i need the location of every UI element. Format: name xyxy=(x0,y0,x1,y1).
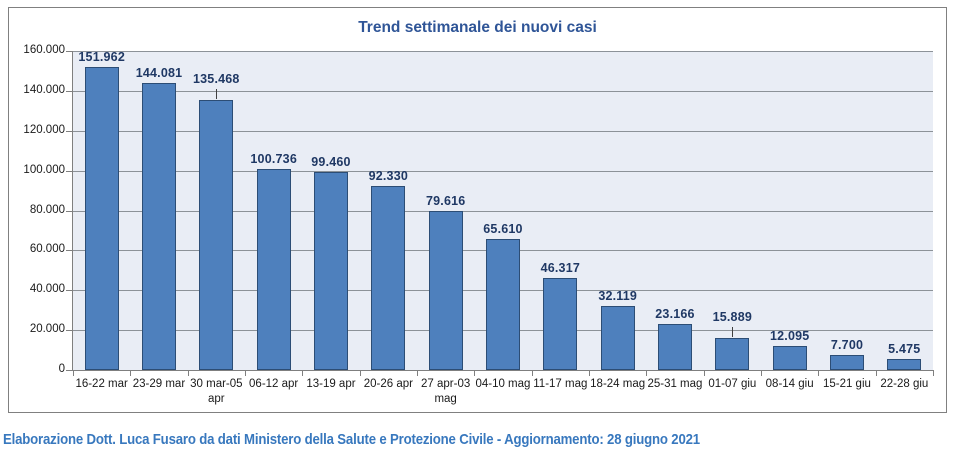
y-gridline xyxy=(73,131,933,132)
x-axis-tick xyxy=(818,370,820,376)
y-gridline xyxy=(73,211,933,212)
x-axis-tick xyxy=(302,370,304,376)
bar-value-label: 92.330 xyxy=(368,169,409,183)
bar xyxy=(543,278,578,370)
bar-value-label: 65.610 xyxy=(483,222,523,236)
y-axis-label: 140.000 xyxy=(23,84,65,96)
x-axis-tick xyxy=(761,370,762,376)
bar xyxy=(887,359,922,370)
y-axis-tick xyxy=(66,131,73,132)
x-axis-label: 08-14 giu xyxy=(765,378,814,390)
x-axis-label: 06-12 apr xyxy=(249,378,299,390)
x-axis-tick xyxy=(933,370,934,376)
bar xyxy=(371,186,406,370)
bar-value-label: 135.468 xyxy=(193,72,240,86)
x-axis-tick xyxy=(245,370,246,376)
bar-value-label: 144.081 xyxy=(135,66,183,80)
y-axis-tick xyxy=(66,171,73,172)
x-axis-tick xyxy=(73,370,74,376)
bar-value-label: 151.962 xyxy=(78,50,125,64)
bar xyxy=(256,169,291,370)
chart-title: Trend settimanale dei nuovi casi xyxy=(358,19,597,36)
label-leader-line xyxy=(732,327,734,337)
y-axis-label: 100.000 xyxy=(23,164,65,176)
y-axis-tick xyxy=(66,51,73,52)
x-axis-tick xyxy=(417,370,418,376)
x-axis-label: 16-22 mar xyxy=(75,378,128,390)
x-axis-tick xyxy=(187,370,189,376)
x-axis-tick xyxy=(531,370,533,376)
y-axis-label: 120.000 xyxy=(23,124,65,136)
bar-value-label: 32.119 xyxy=(598,289,638,303)
bar xyxy=(314,172,348,370)
bar xyxy=(772,346,807,370)
x-axis-label: 04-10 mag xyxy=(475,378,531,390)
x-axis-tick xyxy=(474,370,476,376)
bar xyxy=(428,211,463,370)
bar-value-label: 23.166 xyxy=(655,307,695,321)
bar xyxy=(199,100,234,370)
bar-value-label: 79.616 xyxy=(425,194,466,208)
y-axis-label: 60.000 xyxy=(29,243,65,255)
x-axis-tick xyxy=(646,370,648,376)
bar xyxy=(600,306,635,370)
bar xyxy=(830,355,864,370)
bar xyxy=(715,338,750,370)
x-axis-tick xyxy=(703,370,705,376)
x-axis-label: 22-28 giu xyxy=(880,378,929,390)
y-axis-label: 20.000 xyxy=(29,323,65,335)
y-axis-tick xyxy=(66,91,73,92)
bar xyxy=(142,83,176,370)
x-axis-label: 25-31 mag xyxy=(647,378,703,390)
bar xyxy=(658,324,692,370)
bar-value-label: 7.700 xyxy=(830,338,864,352)
bar-value-label: 12.095 xyxy=(769,329,810,343)
y-gridline xyxy=(73,171,933,172)
y-axis-tick xyxy=(66,250,73,251)
x-axis-label: 11-17 mag xyxy=(533,378,588,390)
y-axis-label: 40.000 xyxy=(29,283,65,295)
x-axis-label: 23-29 mar xyxy=(132,378,186,390)
label-leader-line xyxy=(216,89,218,99)
x-axis-label: 27 apr-03 mag xyxy=(421,378,471,405)
chart-frame: Trend settimanale dei nuovi casi 0 20.000… xyxy=(8,7,947,413)
bar-value-label: 46.317 xyxy=(540,261,581,275)
x-axis-label: 15-21 giu xyxy=(822,378,871,390)
y-axis-tick xyxy=(66,370,73,371)
bar-value-label: 100.736 xyxy=(250,152,297,166)
bar-value-label: 5.475 xyxy=(888,342,921,356)
x-axis-line xyxy=(72,370,933,371)
x-axis-tick xyxy=(359,370,361,376)
y-axis-tick xyxy=(66,211,73,212)
x-axis-label: 18-24 mag xyxy=(590,378,646,390)
x-axis-label: 01-07 giu xyxy=(708,378,757,390)
x-axis-label: 20-26 apr xyxy=(363,378,413,390)
bar xyxy=(486,239,520,370)
x-axis-tick xyxy=(130,370,132,376)
y-axis-tick xyxy=(66,330,73,331)
source-caption: Elaborazione Dott. Luca Fusaro da dati M… xyxy=(3,431,700,448)
y-gridline xyxy=(73,91,933,92)
x-axis-tick xyxy=(875,370,877,376)
y-axis-line xyxy=(72,51,73,371)
x-axis-label: 13-19 apr xyxy=(306,378,356,390)
y-axis-label: 160.000 xyxy=(23,44,65,56)
y-gridline xyxy=(73,51,933,52)
y-axis-tick xyxy=(66,290,73,291)
bar xyxy=(84,67,119,370)
bar-value-label: 99.460 xyxy=(311,155,351,169)
x-axis-label: 30 mar-05 apr xyxy=(190,378,243,405)
x-axis-tick xyxy=(589,370,590,376)
y-axis-label: 80.000 xyxy=(29,204,65,216)
bar-value-label: 15.889 xyxy=(712,310,753,324)
y-axis-label: 0 xyxy=(58,363,65,375)
